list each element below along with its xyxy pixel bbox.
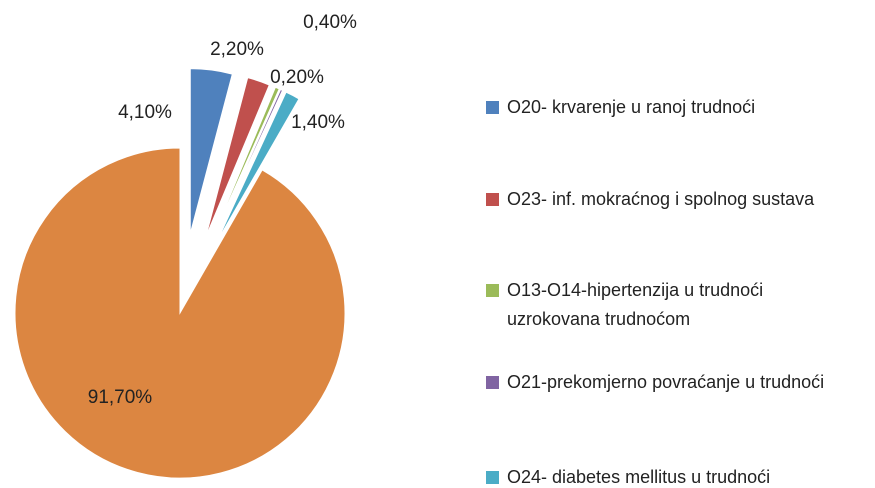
legend-label: O13-O14-hipertenzija u trudnoći uzrokova… [507,280,764,329]
legend-entry: O13-O14-hipertenzija u trudnoći uzrokova… [486,276,857,334]
pie-slice [205,77,270,238]
data-label: 0,20% [270,67,324,88]
legend-label: O23- inf. mokraćnog i spolnog sustava [507,189,815,209]
data-label: 4,10% [118,102,172,123]
data-label: 2,20% [210,39,264,60]
data-label: 1,40% [291,112,345,133]
legend-swatch [486,193,499,206]
legend-swatch [486,376,499,389]
pie-slice [211,86,280,240]
legend-label: O21-prekomjerno povraćanje u trudnoći [507,372,825,392]
legend: O20- krvarenje u ranoj trudnoći O23- inf.… [486,0,871,488]
data-label: 91,70% [88,387,153,408]
legend-label: O20- krvarenje u ranoj trudnoći [507,97,756,117]
pie-slice [212,88,284,241]
legend-entry: O24- diabetes mellitus u trudnoći [486,463,857,488]
legend-entry: O23- inf. mokraćnog i spolnog sustava [486,185,857,214]
pie-slice [189,68,233,234]
legend-entry: O21-prekomjerno povraćanje u trudnoći [486,368,857,397]
data-label: 0,40% [303,12,357,33]
legend-label: O24- diabetes mellitus u trudnoći [507,467,771,487]
pie-slice [14,147,346,479]
legend-swatch [486,471,499,484]
pie-slice [216,91,300,243]
legend-swatch [486,101,499,114]
legend-entry: O20- krvarenje u ranoj trudnoći [486,93,857,122]
legend-swatch [486,284,499,297]
pie-area: 4,10% 2,20% 0,40% 0,20% 1,40% 91,70% [14,12,357,479]
